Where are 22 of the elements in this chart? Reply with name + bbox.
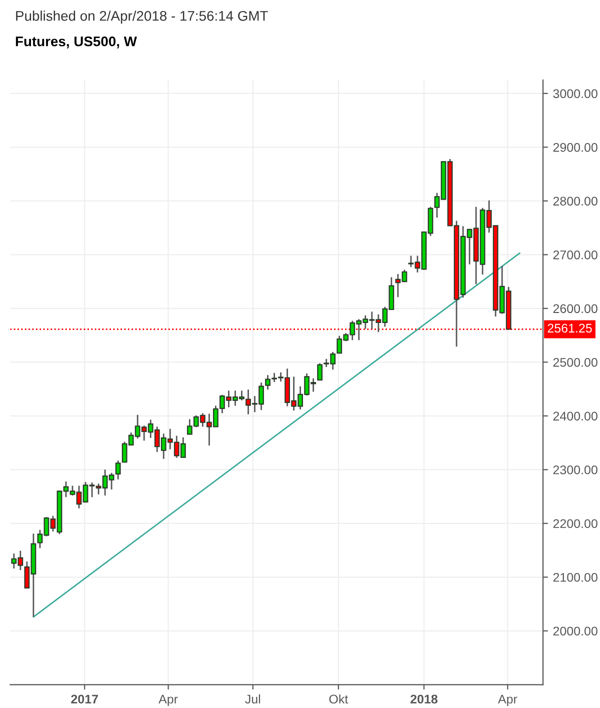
x-tick-label: Apr	[498, 694, 518, 706]
y-tick-label: 2400.00	[553, 412, 598, 421]
y-tick-label: 2800.00	[553, 196, 598, 206]
y-tick-label: 3000.00	[553, 89, 598, 98]
x-tick-label: Apr	[158, 694, 178, 706]
candlestick	[317, 362, 323, 381]
y-tick-label: 2500.00	[553, 358, 598, 367]
y-tick-label: 2000.00	[553, 626, 598, 636]
candlestick	[115, 460, 121, 480]
x-tick-label: Okt	[329, 694, 348, 704]
y-tick-label: 2300.00	[553, 465, 598, 474]
y-tick-label: 2200.00	[553, 519, 598, 528]
x-tick-label: 2017	[71, 694, 98, 704]
chart-title: Futures, US500, W	[16, 36, 137, 48]
text: Published on 2/Apr/2018 - 17:56:14 GMT	[16, 10, 268, 24]
y-tick-label: 2600.00	[553, 304, 598, 314]
y-tick-label: 2700.00	[553, 250, 598, 260]
y-tick-label: 2900.00	[553, 142, 598, 152]
y-tick-label: 2100.00	[553, 572, 598, 582]
ref-line-label: 2561.25	[548, 324, 592, 333]
x-tick-label: 2018	[410, 694, 438, 704]
x-tick-label: Jul	[245, 694, 260, 704]
